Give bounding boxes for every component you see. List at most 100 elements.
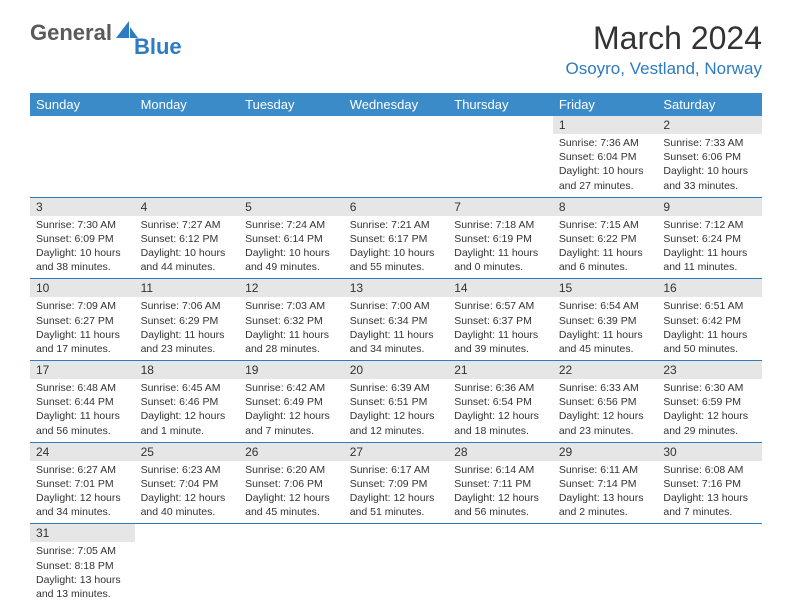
day-number: 16 xyxy=(657,279,762,297)
sunset-text: Sunset: 7:01 PM xyxy=(36,477,129,491)
day-number: 20 xyxy=(344,361,449,379)
weekday-header: Sunday xyxy=(30,93,135,116)
title-block: March 2024 Osoyro, Vestland, Norway xyxy=(565,20,762,79)
day-cell: 10Sunrise: 7:09 AMSunset: 6:27 PMDayligh… xyxy=(30,279,135,361)
daylight-text: Daylight: 12 hours xyxy=(454,409,547,423)
day-number: 31 xyxy=(30,524,135,542)
sunrise-text: Sunrise: 7:05 AM xyxy=(36,544,129,558)
daylight-text: and 45 minutes. xyxy=(245,505,338,519)
daylight-text: Daylight: 10 hours xyxy=(245,246,338,260)
daylight-text: Daylight: 11 hours xyxy=(245,328,338,342)
daylight-text: and 6 minutes. xyxy=(559,260,652,274)
day-details: Sunrise: 6:08 AMSunset: 7:16 PMDaylight:… xyxy=(657,461,762,524)
week-row: .....1Sunrise: 7:36 AMSunset: 6:04 PMDay… xyxy=(30,116,762,197)
day-cell: 8Sunrise: 7:15 AMSunset: 6:22 PMDaylight… xyxy=(553,197,658,279)
sunset-text: Sunset: 7:16 PM xyxy=(663,477,756,491)
sunrise-text: Sunrise: 6:42 AM xyxy=(245,381,338,395)
day-number: 12 xyxy=(239,279,344,297)
daylight-text: and 7 minutes. xyxy=(245,424,338,438)
day-details: Sunrise: 7:30 AMSunset: 6:09 PMDaylight:… xyxy=(30,216,135,279)
day-number: 18 xyxy=(135,361,240,379)
week-row: 17 Sunrise: 6:48 AMSunset: 6:44 PM Dayligh… xyxy=(30,361,762,443)
sunset-text: Sunset: 8:18 PM xyxy=(36,559,129,573)
day-details: Sunrise: 7:24 AMSunset: 6:14 PMDaylight:… xyxy=(239,216,344,279)
daylight-text: Daylight: 11 hours xyxy=(559,246,652,260)
day-cell: . xyxy=(657,524,762,605)
sunset-text: Sunset: 6:22 PM xyxy=(559,232,652,246)
day-cell: 25Sunrise: 6:23 AMSunset: 7:04 PMDayligh… xyxy=(135,442,240,524)
day-cell: 13Sunrise: 7:00 AMSunset: 6:34 PMDayligh… xyxy=(344,279,449,361)
sunrise-text: Sunrise: 6:27 AM xyxy=(36,463,129,477)
daylight-text: Daylight: 11 hours xyxy=(454,328,547,342)
day-cell: . xyxy=(344,524,449,605)
day-details: Sunrise: 6:23 AMSunset: 7:04 PMDaylight:… xyxy=(135,461,240,524)
day-cell: . xyxy=(239,116,344,197)
day-cell: . xyxy=(344,116,449,197)
day-number: 13 xyxy=(344,279,449,297)
day-number: 30 xyxy=(657,443,762,461)
day-cell: 26Sunrise: 6:20 AMSunset: 7:06 PMDayligh… xyxy=(239,442,344,524)
sunset-text: Sunset: 6:06 PM xyxy=(663,150,756,164)
daylight-text: and 18 minutes. xyxy=(454,424,547,438)
day-cell: 31 Sunrise: 7:05 AMSunset: 8:18 PMDayligh… xyxy=(30,524,135,605)
day-number: 17 xyxy=(30,361,135,379)
sunset-text: Sunset: 6:56 PM xyxy=(559,395,652,409)
daylight-text: and 38 minutes. xyxy=(36,260,129,274)
day-cell: 27Sunrise: 6:17 AMSunset: 7:09 PMDayligh… xyxy=(344,442,449,524)
daylight-text: and 1 minute. xyxy=(141,424,234,438)
day-number: 23 xyxy=(657,361,762,379)
week-row: 3Sunrise: 7:30 AMSunset: 6:09 PMDaylight… xyxy=(30,197,762,279)
sunrise-text: Sunrise: 7:12 AM xyxy=(663,218,756,232)
daylight-text: Daylight: 10 hours xyxy=(141,246,234,260)
daylight-text: Daylight: 11 hours xyxy=(454,246,547,260)
day-number: 28 xyxy=(448,443,553,461)
daylight-text: and 40 minutes. xyxy=(141,505,234,519)
day-cell: . xyxy=(30,116,135,197)
weekday-header: Monday xyxy=(135,93,240,116)
daylight-text: and 44 minutes. xyxy=(141,260,234,274)
day-cell: 4Sunrise: 7:27 AMSunset: 6:12 PMDaylight… xyxy=(135,197,240,279)
daylight-text: and 13 minutes. xyxy=(36,587,129,601)
sunrise-text: Sunrise: 6:48 AM xyxy=(36,381,129,395)
sunset-text: Sunset: 7:14 PM xyxy=(559,477,652,491)
daylight-text: Daylight: 11 hours xyxy=(350,328,443,342)
day-cell: 29Sunrise: 6:11 AMSunset: 7:14 PMDayligh… xyxy=(553,442,658,524)
daylight-text: and 56 minutes. xyxy=(454,505,547,519)
sunset-text: Sunset: 7:06 PM xyxy=(245,477,338,491)
day-details: Sunrise: 6:42 AMSunset: 6:49 PMDaylight:… xyxy=(239,379,344,442)
daylight-text: and 23 minutes. xyxy=(141,342,234,356)
day-number: 21 xyxy=(448,361,553,379)
sunrise-text: Sunrise: 6:36 AM xyxy=(454,381,547,395)
day-cell: 16Sunrise: 6:51 AMSunset: 6:42 PMDayligh… xyxy=(657,279,762,361)
daylight-text: and 12 minutes. xyxy=(350,424,443,438)
sunset-text: Sunset: 6:04 PM xyxy=(559,150,652,164)
sunset-text: Sunset: 6:44 PM xyxy=(36,395,129,409)
daylight-text: Daylight: 11 hours xyxy=(559,328,652,342)
day-cell: . xyxy=(448,116,553,197)
day-details: Sunrise: 7:06 AMSunset: 6:29 PMDaylight:… xyxy=(135,297,240,360)
day-number: 4 xyxy=(135,198,240,216)
day-cell: 24Sunrise: 6:27 AMSunset: 7:01 PMDayligh… xyxy=(30,442,135,524)
daylight-text: Daylight: 13 hours xyxy=(36,573,129,587)
daylight-text: Daylight: 10 hours xyxy=(663,164,756,178)
day-details: Sunrise: 7:27 AMSunset: 6:12 PMDaylight:… xyxy=(135,216,240,279)
sunrise-text: Sunrise: 7:09 AM xyxy=(36,299,129,313)
sunrise-text: Sunrise: 6:08 AM xyxy=(663,463,756,477)
weekday-header: Saturday xyxy=(657,93,762,116)
logo-text-general: General xyxy=(30,20,112,46)
sunset-text: Sunset: 6:09 PM xyxy=(36,232,129,246)
week-row: 10Sunrise: 7:09 AMSunset: 6:27 PMDayligh… xyxy=(30,279,762,361)
daylight-text: and 29 minutes. xyxy=(663,424,756,438)
daylight-text: Daylight: 12 hours xyxy=(350,409,443,423)
sunset-text: Sunset: 7:11 PM xyxy=(454,477,547,491)
day-cell: . xyxy=(448,524,553,605)
day-cell: 15Sunrise: 6:54 AMSunset: 6:39 PMDayligh… xyxy=(553,279,658,361)
day-cell: 28Sunrise: 6:14 AMSunset: 7:11 PMDayligh… xyxy=(448,442,553,524)
daylight-text: Daylight: 12 hours xyxy=(141,409,234,423)
sunrise-text: Sunrise: 6:20 AM xyxy=(245,463,338,477)
week-row: 24Sunrise: 6:27 AMSunset: 7:01 PMDayligh… xyxy=(30,442,762,524)
sunrise-text: Sunrise: 7:06 AM xyxy=(141,299,234,313)
daylight-text: Daylight: 11 hours xyxy=(141,328,234,342)
daylight-text: Daylight: 10 hours xyxy=(350,246,443,260)
daylight-text: Daylight: 11 hours xyxy=(663,328,756,342)
